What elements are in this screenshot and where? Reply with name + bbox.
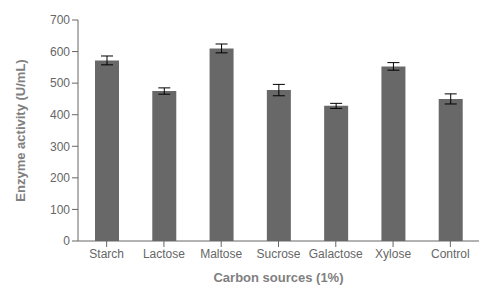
svg-text:Sucrose: Sucrose [256, 247, 300, 261]
svg-text:500: 500 [50, 76, 70, 90]
svg-text:Carbon sources (1%): Carbon sources (1%) [213, 270, 343, 285]
svg-text:Galactose: Galactose [309, 247, 363, 261]
svg-text:Maltose: Maltose [200, 247, 242, 261]
svg-text:300: 300 [50, 140, 70, 154]
svg-text:700: 700 [50, 13, 70, 27]
svg-text:Starch: Starch [89, 247, 124, 261]
svg-text:100: 100 [50, 203, 70, 217]
svg-text:200: 200 [50, 171, 70, 185]
svg-text:600: 600 [50, 45, 70, 59]
svg-text:Enzyme activity (U/mL): Enzyme activity (U/mL) [13, 59, 28, 201]
svg-text:0: 0 [63, 234, 70, 248]
svg-text:400: 400 [50, 108, 70, 122]
svg-text:Lactose: Lactose [143, 247, 185, 261]
svg-text:Control: Control [431, 247, 470, 261]
svg-text:Xylose: Xylose [375, 247, 411, 261]
